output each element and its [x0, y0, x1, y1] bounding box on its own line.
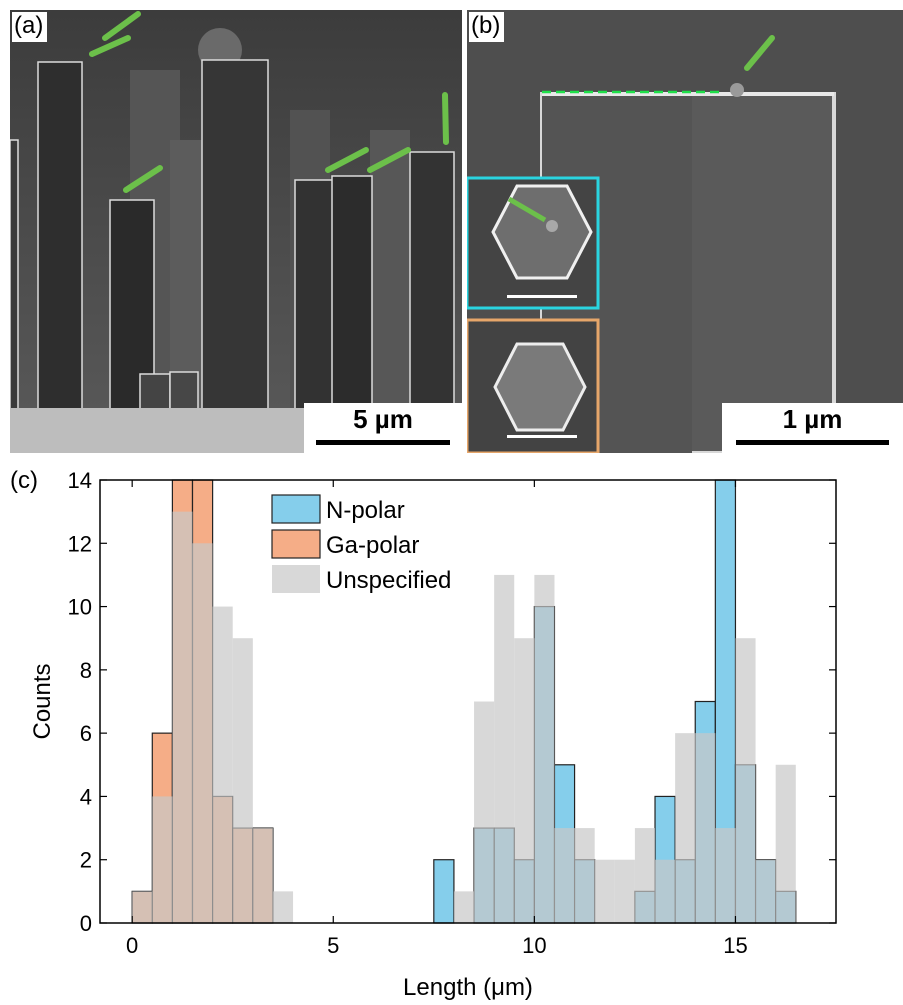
y-tick-label: 6: [80, 721, 92, 746]
bar-unspecified: [775, 764, 796, 923]
legend-label-unspecified: Unspecified: [326, 567, 451, 594]
y-tick-label: 14: [68, 468, 92, 493]
sem-single-wire-drawing: [467, 10, 903, 453]
legend-label-n-polar: N-polar: [326, 497, 405, 524]
bar-unspecified: [272, 891, 294, 923]
legend-label-ga-polar: Ga-polar: [326, 532, 419, 559]
scale-bar-box-a: 5 µm: [304, 403, 462, 453]
histogram-panel-c: (c) 0 5 10 15 0 2 4 6 8 10 12 14 Length (μm) Counts…: [0, 455, 903, 1005]
sem-nanowire-array-drawing: [10, 10, 462, 453]
bar-unspecified: [514, 638, 535, 923]
bar-unspecified: [695, 733, 716, 923]
bar-unspecified: [172, 511, 193, 923]
legend: N-polar Ga-polar Unspecified: [271, 494, 451, 594]
scale-bar-label-a: 5 µm: [353, 404, 413, 434]
panel-a-label: (a): [12, 12, 48, 42]
bar-unspecified: [715, 828, 736, 923]
x-tick-label: 15: [723, 933, 747, 958]
y-tick-label: 0: [80, 911, 92, 936]
bar-unspecified: [453, 891, 475, 923]
bar-unspecified: [132, 891, 153, 923]
bar-unspecified: [574, 828, 595, 923]
sem-image-panel-b: (b) 1 µm: [467, 10, 903, 453]
legend-swatch-ga-polar: [271, 529, 321, 559]
panel-b-label: (b): [469, 12, 505, 42]
scale-bar-a: [316, 440, 450, 445]
y-tick-label: 4: [80, 784, 92, 809]
sem-image-panel-a: (a) 5 µm: [10, 10, 462, 453]
bar-unspecified: [554, 828, 575, 923]
y-tick-label: 2: [80, 848, 92, 873]
bar-unspecified: [735, 638, 756, 923]
x-tick-label: 10: [522, 933, 546, 958]
legend-swatch-n-polar: [271, 494, 321, 524]
bar-unspecified: [675, 733, 696, 923]
bar-unspecified: [494, 574, 515, 923]
bar-unspecified: [755, 859, 776, 923]
bar-n-polar: [433, 859, 455, 924]
legend-swatch-unspecified: [272, 565, 320, 593]
bar-unspecified: [634, 828, 656, 923]
bar-unspecified: [192, 543, 213, 923]
x-tick-label: 5: [327, 933, 339, 958]
bar-unspecified: [474, 701, 495, 923]
scale-bar-label-b: 1 µm: [782, 404, 843, 434]
axes-frame: [99, 479, 837, 924]
bar-unspecified: [655, 859, 676, 923]
x-tick-label: 0: [126, 933, 138, 958]
bar-unspecified: [534, 574, 555, 923]
x-axis-label: Length (μm): [403, 974, 533, 1001]
scale-bar-b: [736, 440, 889, 445]
histogram-chart: (c) 0 5 10 15 0 2 4 6 8 10 12 14 Length (μm) Counts…: [10, 467, 837, 1001]
y-tick-label: 10: [68, 595, 92, 620]
bar-unspecified: [614, 859, 635, 923]
bar-unspecified: [152, 796, 173, 923]
scale-bar-box-b: 1 µm: [722, 403, 903, 453]
bar-unspecified: [594, 859, 615, 923]
panel-c-label: (c): [10, 467, 38, 494]
y-tick-label: 8: [80, 658, 92, 683]
bar-unspecified: [252, 828, 273, 923]
bar-unspecified: [232, 638, 253, 923]
bar-unspecified: [212, 606, 233, 923]
y-tick-label: 12: [68, 531, 92, 556]
y-axis-label: Counts: [29, 663, 56, 739]
